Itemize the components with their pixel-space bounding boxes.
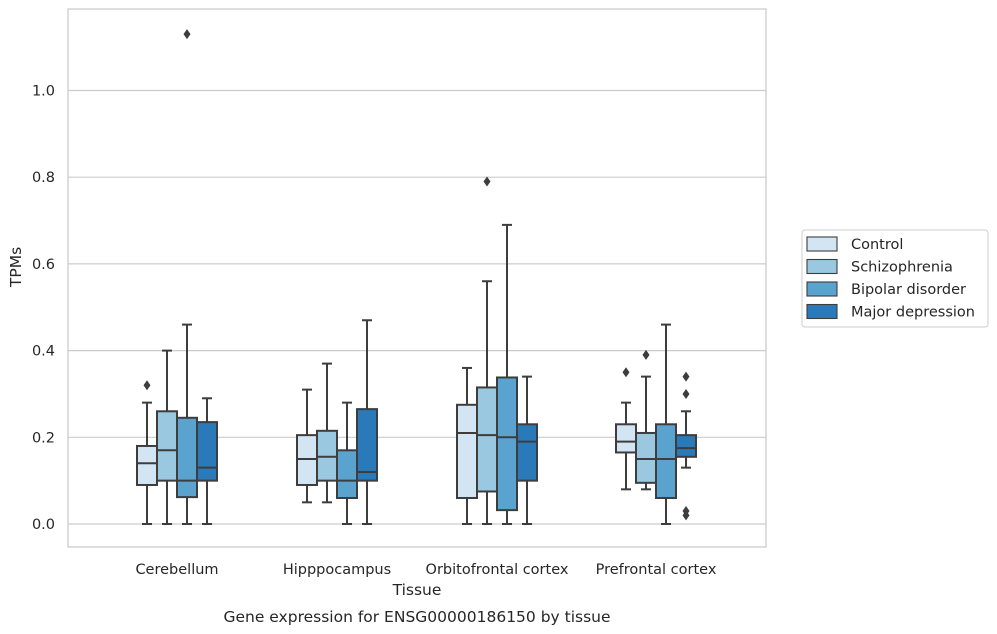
box-3-3 (675, 371, 697, 521)
flier-point (682, 388, 690, 399)
x-axis-title: Tissue (392, 581, 442, 599)
legend-frame (801, 229, 989, 328)
box-iqr (296, 434, 318, 486)
box-iqr (336, 449, 358, 499)
flier-point (682, 505, 690, 516)
box-0-2 (456, 366, 478, 525)
legend-swatch (806, 258, 838, 275)
x-tick-labels: Cerebellum Hipppocampus Orbitofrontal cort… (135, 562, 716, 578)
legend-label: Control (851, 237, 903, 253)
x-tick-label: Prefrontal cortex (596, 562, 717, 578)
legend-label: Bipolar disorder (851, 282, 966, 298)
flier-point (682, 371, 690, 382)
y-tick-label: 1.0 (32, 84, 55, 100)
box-iqr (615, 423, 637, 454)
box-iqr (675, 434, 697, 458)
box-iqr (456, 403, 478, 499)
box-3-1 (356, 319, 378, 525)
box-2-2 (496, 223, 518, 525)
legend-label: Major depression (851, 305, 975, 321)
box-iqr (516, 423, 538, 482)
box-2-3 (655, 323, 677, 525)
box-iqr (496, 376, 518, 512)
y-tick-label: 0.2 (32, 430, 55, 446)
flier-point (642, 349, 650, 360)
box-1-0 (156, 349, 178, 525)
x-tick-label: Orbitofrontal cortex (426, 562, 569, 578)
box-iqr (316, 429, 338, 482)
x-tick-label: Cerebellum (135, 562, 218, 578)
box-iqr (635, 431, 657, 484)
y-tick-labels: 0.0 0.2 0.4 0.6 0.8 1.0 (32, 84, 55, 534)
box-2-1 (336, 401, 358, 525)
box-iqr (136, 444, 158, 486)
box-1-2 (476, 176, 498, 525)
box-iqr (476, 386, 498, 493)
y-tick-label: 0.6 (32, 257, 55, 273)
box-iqr (356, 408, 378, 482)
box-iqr (655, 423, 677, 499)
y-axis-title: TPMs (7, 247, 25, 288)
legend: Control Schizophrenia Bipolar disorder Majo… (801, 229, 989, 328)
x-tick-label: Hipppocampus (283, 562, 391, 578)
box-series (136, 29, 697, 525)
box-3-0 (196, 397, 218, 525)
box-2-0 (176, 29, 198, 525)
chart-caption: Gene expression for ENSG00000186150 by t… (223, 608, 610, 626)
legend-swatch (806, 303, 838, 320)
box-1-3 (635, 349, 657, 491)
flier-point (183, 29, 191, 40)
legend-label: Schizophrenia (851, 260, 953, 276)
flier-point (483, 176, 491, 187)
box-iqr (156, 410, 178, 482)
legend-swatch (806, 236, 838, 252)
y-tick-label: 0.8 (32, 170, 55, 186)
box-3-2 (516, 375, 538, 525)
legend-swatch (806, 281, 838, 297)
flier-point (143, 380, 151, 391)
flier-point (622, 367, 630, 378)
box-iqr (176, 416, 198, 499)
y-tick-label: 0.4 (32, 344, 55, 360)
box-iqr (196, 421, 218, 482)
y-tick-label: 0.0 (32, 517, 55, 533)
box-0-3 (615, 367, 637, 491)
